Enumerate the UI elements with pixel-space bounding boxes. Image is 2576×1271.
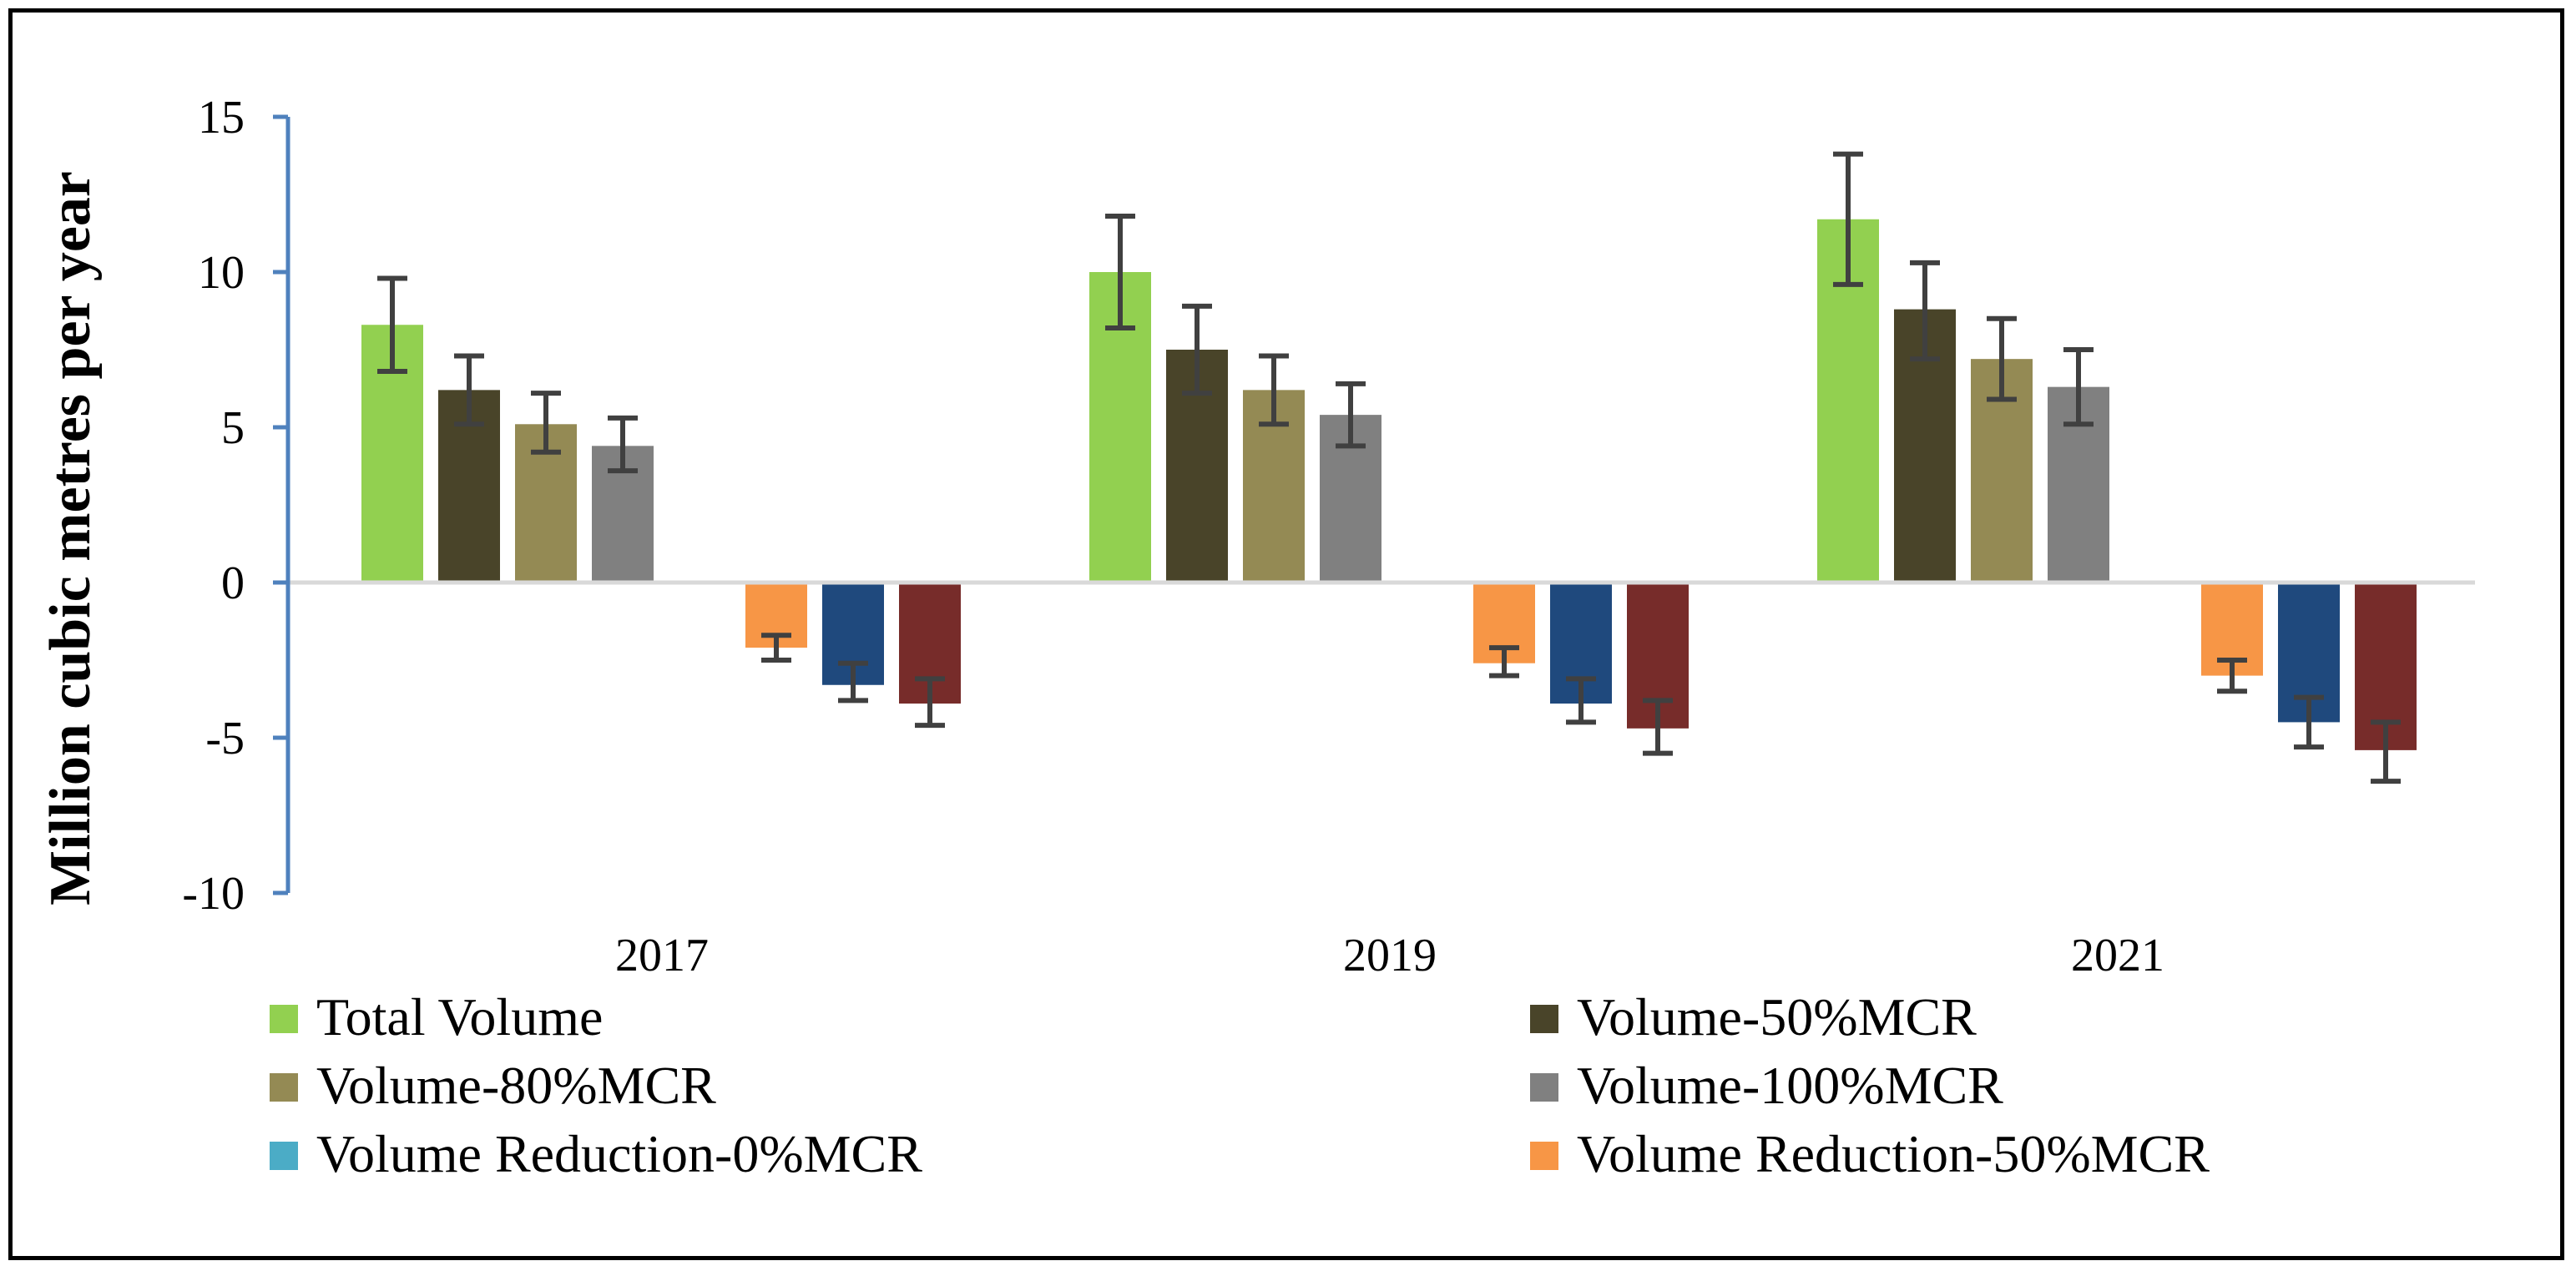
y-tick-label: 10	[198, 247, 245, 299]
y-axis-title: Million cubic metres per year	[38, 171, 103, 905]
y-tick-label: 0	[221, 557, 245, 609]
x-category-label: 2021	[2071, 930, 2164, 981]
y-tick-label: -10	[182, 868, 245, 920]
legend-swatch	[1530, 1005, 1558, 1033]
legend-label: Volume Reduction-50%MCR	[1577, 1124, 2210, 1183]
x-category-labels: 2017 2019 2021	[615, 930, 2164, 981]
bars-layer	[361, 219, 2417, 750]
y-tick-label: -5	[205, 713, 245, 764]
legend-swatch	[270, 1073, 298, 1102]
y-tick-label: 15	[198, 92, 245, 144]
error-bars-layer	[377, 151, 2401, 784]
legend-swatch	[1530, 1142, 1558, 1170]
legend: Total Volume Volume-50%MCR Volume-80%MCR Vo…	[270, 987, 2210, 1183]
x-category-label: 2017	[615, 930, 709, 981]
legend-label: Volume Reduction-0%MCR	[316, 1124, 922, 1183]
bar-chart: 15 10 5 0 -5 -10 2017 2019 2021 Million cubic m…	[38, 92, 2475, 1183]
legend-label: Volume-80%MCR	[316, 1056, 716, 1115]
legend-label: Volume-50%MCR	[1577, 987, 1977, 1047]
legend-label: Volume-100%MCR	[1577, 1056, 2003, 1115]
chart-frame: 15 10 5 0 -5 -10 2017 2019 2021 Million cubic m…	[8, 8, 2564, 1260]
y-tick-label: 5	[221, 402, 245, 454]
legend-swatch	[1530, 1073, 1558, 1102]
legend-label: Total Volume	[316, 987, 603, 1047]
legend-swatch	[270, 1005, 298, 1033]
y-ticks-layer: 15 10 5 0 -5 -10	[182, 92, 288, 920]
x-category-label: 2019	[1343, 930, 1437, 981]
legend-swatch	[270, 1142, 298, 1170]
